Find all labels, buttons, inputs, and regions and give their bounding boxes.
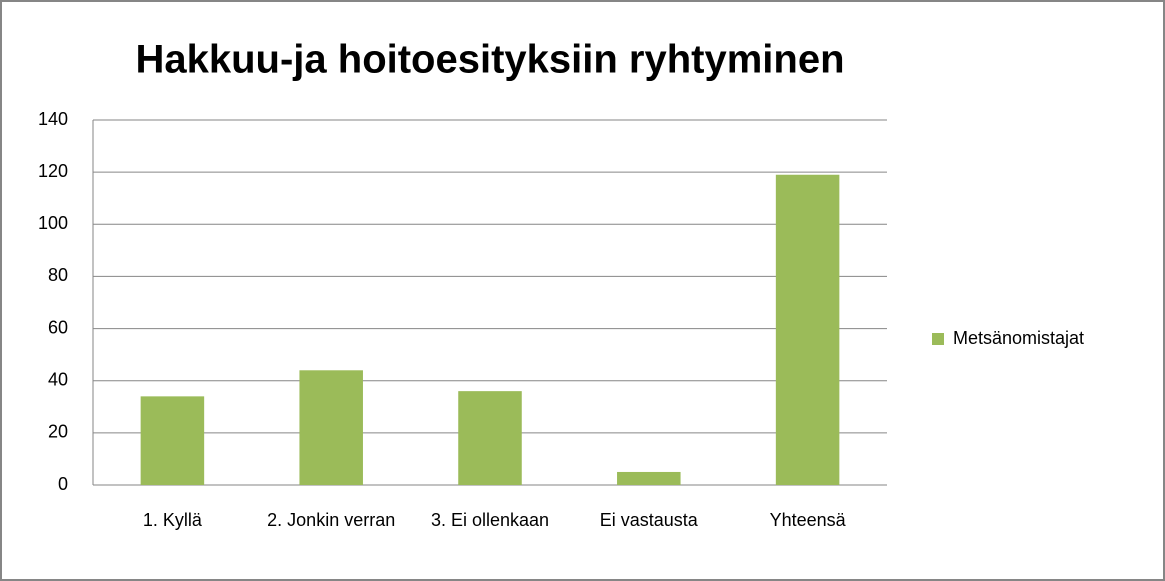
- y-tick-label: 80: [48, 265, 68, 285]
- bar: [458, 391, 522, 485]
- bar: [775, 174, 840, 485]
- y-tick-label: 0: [58, 474, 68, 494]
- legend-label: Metsänomistajat: [953, 328, 1084, 348]
- y-tick-label: 40: [48, 369, 68, 389]
- x-tick-label: 3. Ei ollenkaan: [431, 510, 549, 530]
- legend-swatch: [932, 333, 944, 345]
- bar: [617, 471, 681, 485]
- y-tick-label: 100: [38, 213, 68, 233]
- y-tick-label: 140: [38, 109, 68, 129]
- y-tick-label: 20: [48, 422, 68, 442]
- bar: [140, 396, 205, 485]
- x-tick-label: Ei vastausta: [600, 510, 699, 530]
- x-tick-label: 1. Kyllä: [143, 510, 203, 530]
- bar: [299, 370, 363, 485]
- x-tick-label: 2. Jonkin verran: [267, 510, 395, 530]
- chart-title: Hakkuu-ja hoitoesityksiin ryhtyminen: [135, 38, 844, 82]
- y-tick-label: 60: [48, 317, 68, 337]
- x-tick-label: Yhteensä: [770, 510, 847, 530]
- y-tick-label: 120: [38, 161, 68, 181]
